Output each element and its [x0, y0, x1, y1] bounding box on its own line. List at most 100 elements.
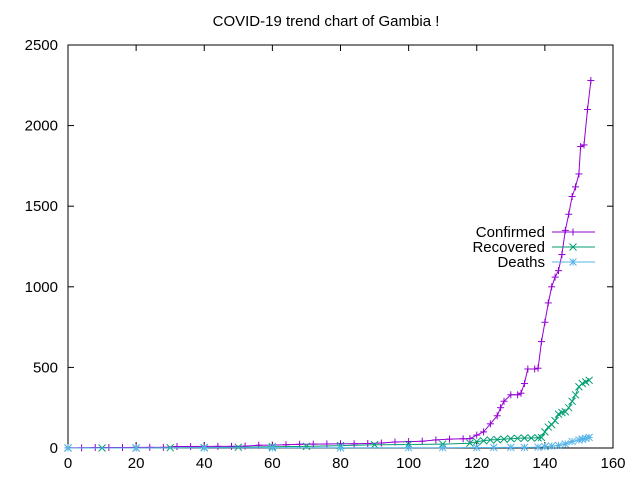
data-point — [364, 439, 372, 447]
data-point — [506, 443, 515, 452]
data-point — [520, 380, 528, 388]
data-point — [459, 435, 467, 443]
data-point — [544, 423, 553, 431]
data-point — [234, 443, 243, 452]
data-point — [561, 440, 570, 448]
data-point — [520, 434, 529, 442]
data-point — [446, 435, 453, 443]
data-point — [568, 397, 576, 406]
legend-label: Confirmed — [476, 224, 545, 241]
series-deaths — [64, 433, 594, 452]
data-point — [64, 444, 72, 452]
data-point — [132, 444, 140, 452]
y-tick-label: 2500 — [25, 37, 58, 54]
data-point — [493, 412, 501, 420]
data-point — [527, 434, 536, 442]
data-point — [404, 443, 413, 452]
x-tick-label: 0 — [64, 455, 72, 472]
data-point — [544, 299, 552, 307]
data-point — [500, 435, 508, 443]
y-tick-label: 2000 — [25, 118, 58, 135]
data-point — [336, 443, 345, 452]
data-point — [534, 433, 542, 442]
data-point — [507, 391, 515, 399]
data-point — [282, 441, 290, 449]
data-point — [466, 435, 474, 443]
data-point — [480, 428, 488, 436]
data-point — [520, 443, 529, 452]
legend-marker — [569, 243, 577, 251]
data-point — [517, 389, 525, 397]
data-point — [585, 433, 594, 442]
legend-marker — [569, 258, 577, 266]
y-tick-label: 1500 — [25, 198, 58, 215]
y-axis: 0 500 1000 1500 2000 2500 — [25, 37, 613, 457]
data-point — [497, 404, 505, 412]
data-point — [466, 439, 474, 448]
data-point — [541, 442, 549, 451]
data-point — [473, 431, 481, 439]
data-point — [585, 376, 594, 385]
data-point — [565, 210, 573, 218]
data-point — [524, 365, 532, 373]
data-point — [577, 143, 585, 151]
data-point — [548, 283, 556, 291]
data-point — [146, 443, 154, 451]
data-point — [214, 442, 222, 450]
data-point — [486, 436, 495, 444]
x-tick-label: 60 — [264, 455, 281, 472]
data-point — [472, 443, 481, 452]
series-layer — [64, 76, 595, 452]
x-tick-label: 140 — [532, 455, 557, 472]
data-point — [568, 437, 576, 446]
data-point — [564, 403, 573, 412]
data-point — [200, 443, 209, 452]
x-tick-label: 100 — [396, 455, 421, 472]
data-point — [572, 183, 580, 191]
y-tick-label: 1000 — [25, 279, 58, 296]
data-point — [228, 442, 235, 450]
legend-label: Deaths — [497, 254, 545, 271]
x-axis: 0 20 40 60 80 100 120 140 160 — [64, 45, 626, 472]
legend-marker — [569, 228, 577, 236]
x-tick-label: 160 — [600, 455, 625, 472]
data-point — [531, 365, 539, 373]
data-point — [537, 338, 545, 346]
data-point — [302, 442, 311, 451]
series-recovered — [64, 376, 594, 452]
legend-label: Recovered — [472, 239, 545, 256]
x-tick-label: 40 — [196, 455, 213, 472]
data-point — [173, 443, 181, 451]
data-point — [534, 364, 542, 372]
x-tick-label: 120 — [464, 455, 489, 472]
data-point — [187, 443, 195, 451]
data-point — [268, 443, 277, 452]
data-point — [438, 443, 447, 452]
x-tick-label: 20 — [128, 455, 145, 472]
data-point — [558, 251, 566, 259]
data-point — [377, 439, 385, 447]
data-point — [554, 441, 563, 450]
data-point — [534, 443, 542, 452]
data-point — [568, 193, 576, 201]
data-point — [583, 105, 591, 113]
data-point — [551, 416, 559, 425]
data-point — [486, 420, 494, 428]
data-point — [537, 433, 546, 442]
data-point — [472, 437, 481, 446]
data-point — [575, 170, 583, 178]
data-point — [561, 226, 569, 234]
data-point — [547, 442, 556, 450]
x-tick-label: 80 — [332, 455, 349, 472]
data-point — [479, 436, 488, 445]
data-point — [580, 141, 588, 149]
data-point — [370, 440, 379, 449]
data-point — [489, 443, 498, 452]
data-point — [493, 435, 502, 444]
data-point — [587, 76, 595, 84]
data-point — [241, 442, 249, 450]
data-point — [513, 434, 522, 443]
data-point — [551, 273, 559, 281]
